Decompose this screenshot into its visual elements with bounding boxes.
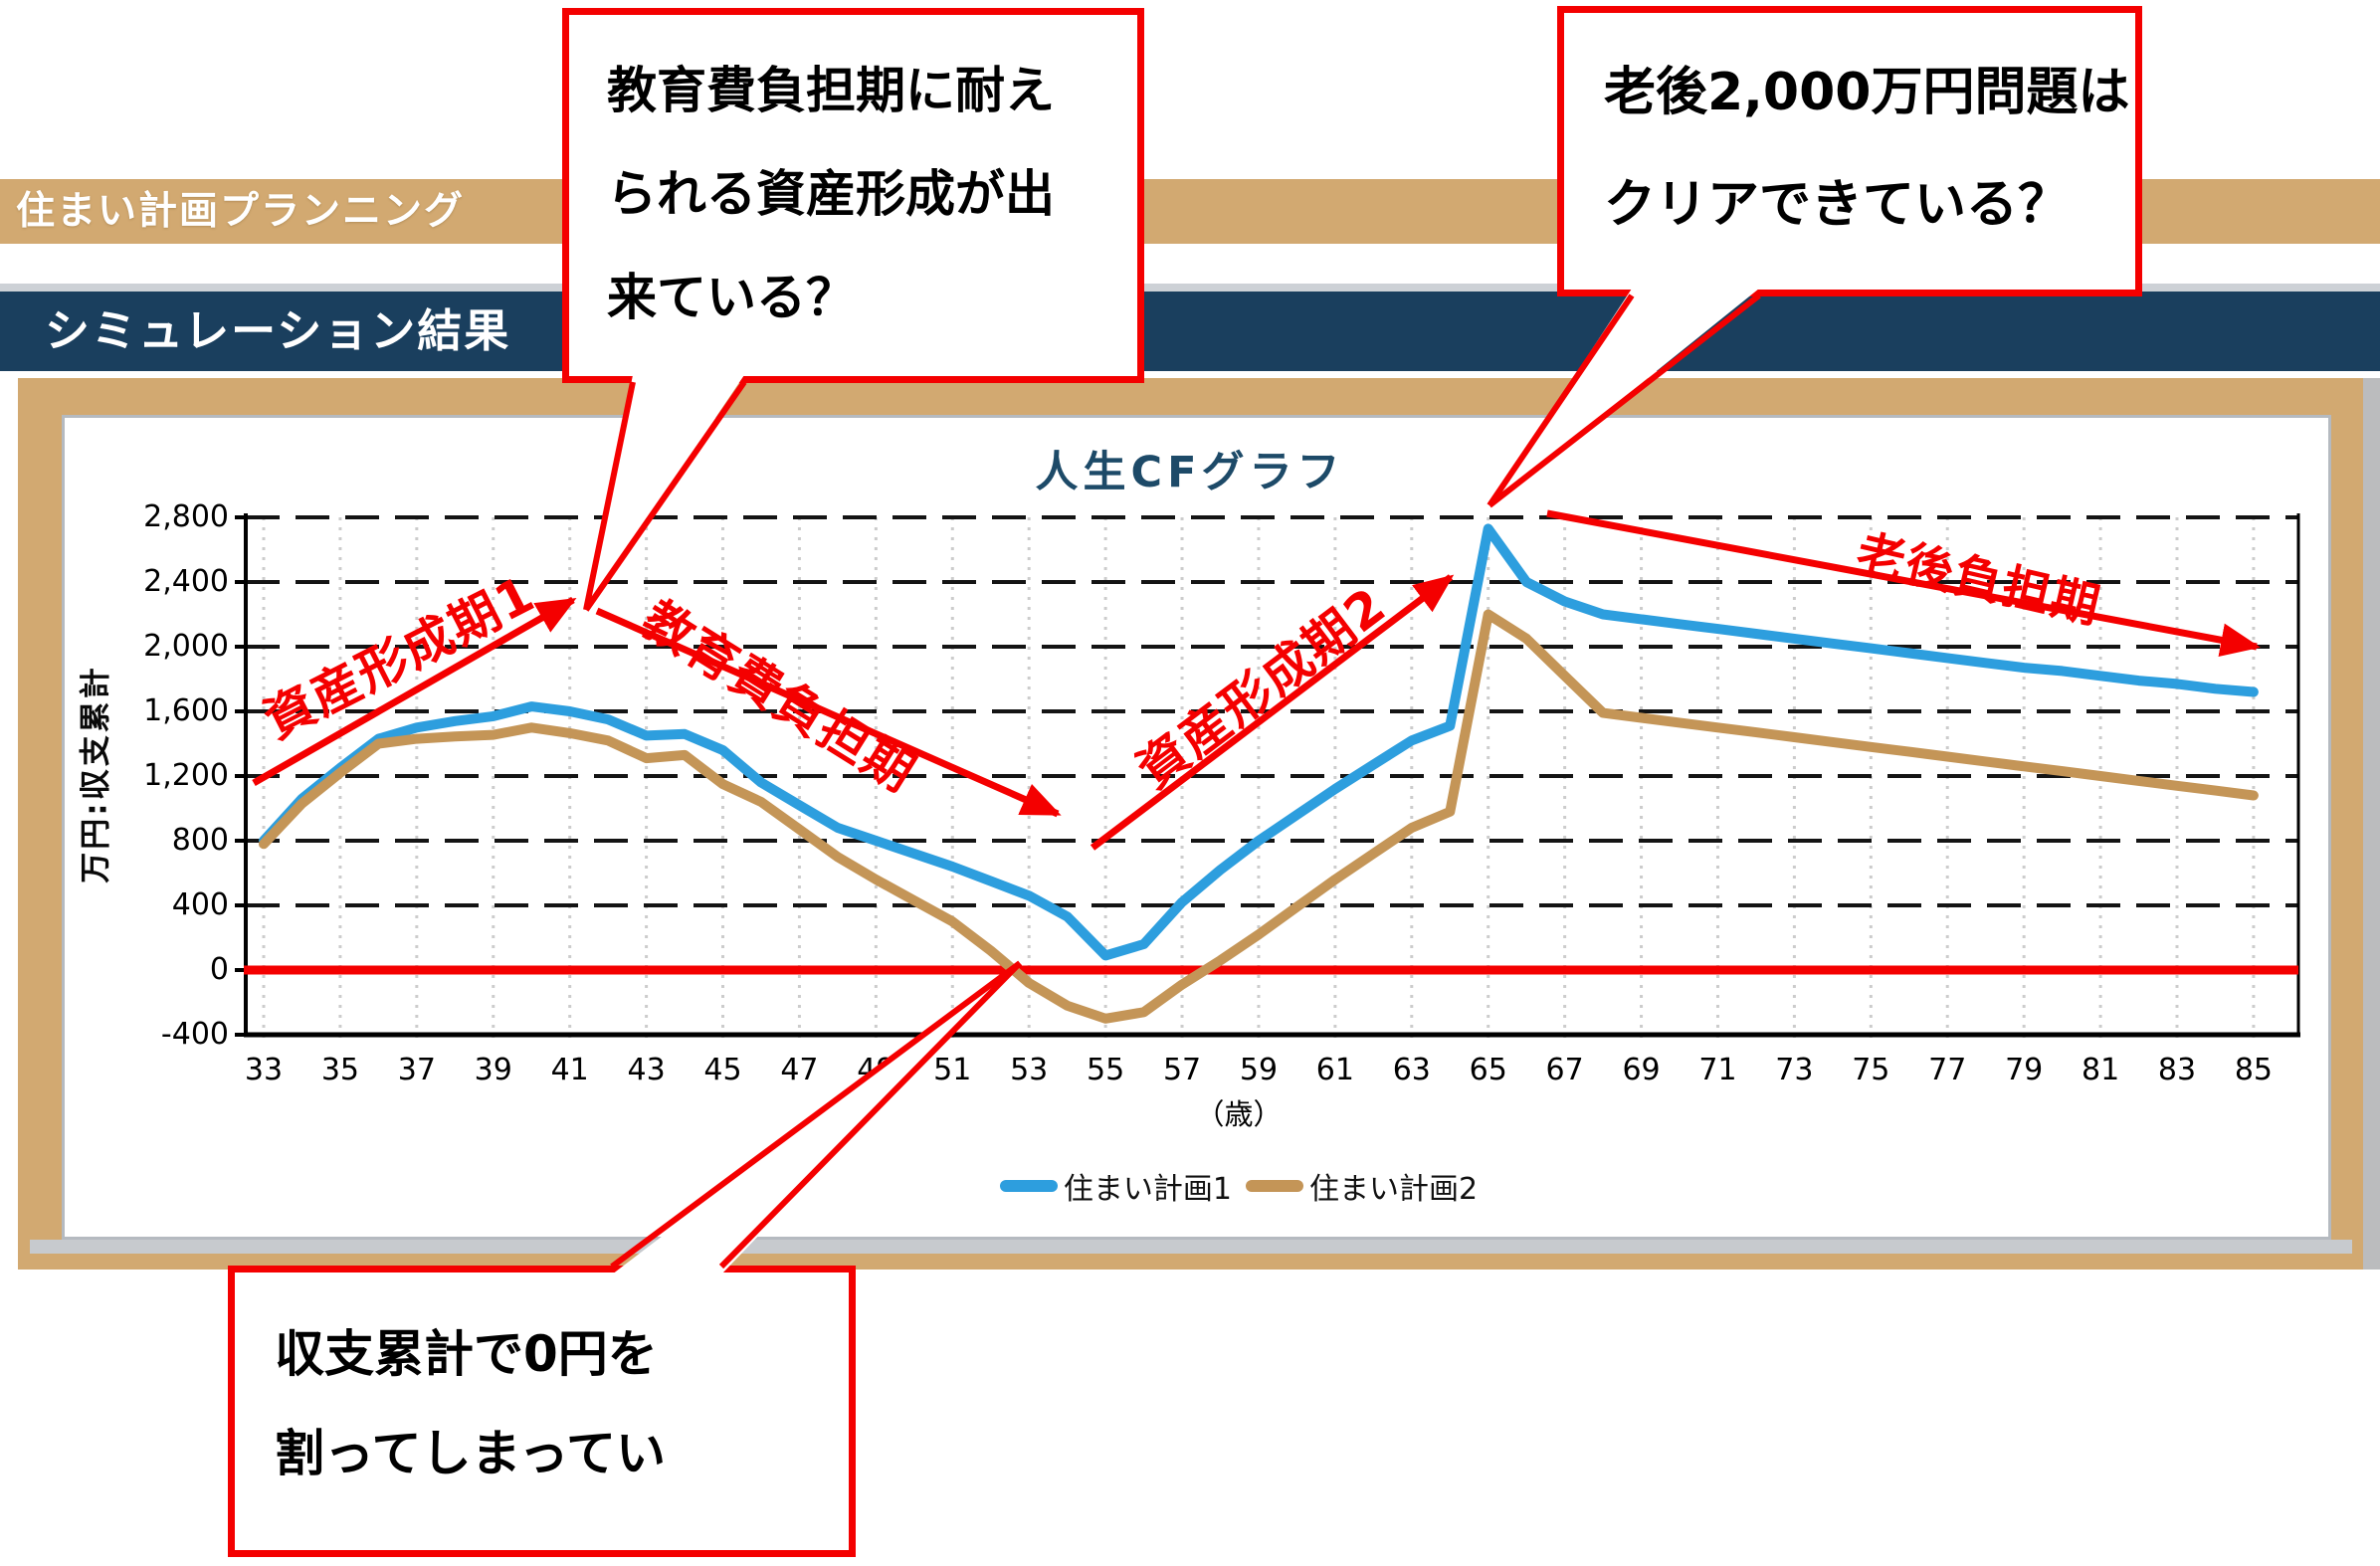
- callout-text-line: 割ってしまってい: [275, 1425, 666, 1482]
- y-tick-label: 1,200: [143, 758, 229, 793]
- divider-strip: [0, 284, 2380, 292]
- y-tick-label: 2,400: [143, 564, 229, 599]
- plan1-line-swatch: [999, 1180, 1058, 1192]
- callout-retirement-2000man: 老後2,000万円問題は クリアできている？: [1557, 6, 2142, 296]
- x-tick-label: 67: [1545, 1053, 1584, 1087]
- x-tick-label: 45: [703, 1053, 742, 1087]
- y-tick-label: 2,000: [143, 629, 229, 664]
- y-tick-label: 2,800: [143, 499, 229, 534]
- section-title: シミュレーション結果: [45, 304, 511, 357]
- legend: 住まい計画1 住まい計画2: [945, 1164, 1532, 1208]
- x-tick-label: 51: [933, 1053, 972, 1087]
- x-tick-label: 69: [1622, 1053, 1661, 1087]
- legend-label-plan1: 住まい計画1: [1063, 1172, 1232, 1207]
- x-tick-label: 79: [2005, 1053, 2044, 1087]
- chart-frame-shadow-right: [2363, 378, 2380, 1270]
- x-tick-label: 63: [1392, 1053, 1431, 1087]
- callout-text-line: 老後2,000万円問題は: [1604, 63, 2130, 122]
- legend-label-plan2: 住まい計画2: [1309, 1172, 1479, 1207]
- callout-text-line: られる資産形成が出: [607, 165, 1055, 223]
- x-tick-label: 73: [1775, 1053, 1814, 1087]
- x-tick-label: 39: [474, 1053, 512, 1087]
- section-banner: シミュレーション結果: [0, 292, 2380, 371]
- callout-below-zero: 収支累計で0円を 割ってしまってい: [228, 1266, 856, 1557]
- callout-text-line: 来ている？: [607, 269, 856, 326]
- y-tick-label: 800: [171, 823, 229, 858]
- x-tick-label: 47: [780, 1053, 819, 1087]
- x-tick-label: 35: [320, 1053, 359, 1087]
- legend-item-plan1: 住まい計画1: [999, 1164, 1232, 1208]
- x-tick-label: 81: [2081, 1053, 2120, 1087]
- chart-panel: [62, 415, 2331, 1240]
- x-tick-label: 53: [1010, 1053, 1049, 1087]
- x-tick-label: 57: [1162, 1053, 1202, 1087]
- y-tick-label: 1,600: [143, 693, 229, 728]
- x-tick-label: 55: [1087, 1053, 1125, 1087]
- y-tick-label: 400: [171, 887, 229, 922]
- x-tick-label: 61: [1315, 1053, 1354, 1087]
- x-tick-label: 85: [2234, 1053, 2273, 1087]
- plan2-line-swatch: [1246, 1180, 1303, 1192]
- callout-education-funds: 教育費負担期に耐え られる資産形成が出 来ている？: [562, 8, 1144, 383]
- x-tick-label: 75: [1852, 1053, 1890, 1087]
- x-tick-label: 65: [1469, 1053, 1507, 1087]
- x-tick-label: 77: [1928, 1053, 1967, 1087]
- legend-item-plan2: 住まい計画2: [1246, 1164, 1478, 1208]
- x-tick-label: 59: [1239, 1053, 1279, 1087]
- callout-text-line: クリアできている？: [1604, 175, 2071, 235]
- x-tick-label: 43: [627, 1053, 666, 1087]
- x-axis-unit: （歳）: [1195, 1097, 1283, 1131]
- y-tick-label: 0: [209, 952, 229, 987]
- x-tick-label: 83: [2157, 1053, 2197, 1087]
- callout-text-line: 収支累計で0円を: [275, 1325, 658, 1383]
- x-tick-label: 41: [550, 1053, 589, 1087]
- y-tick-label: -400: [160, 1017, 229, 1052]
- x-tick-label: 37: [397, 1053, 436, 1087]
- callout-text-line: 教育費負担期に耐え: [607, 62, 1055, 119]
- chart-title: 人生CFグラフ: [1035, 448, 1345, 497]
- x-tick-label: 71: [1698, 1053, 1737, 1087]
- app-title: 住まい計画プランニング: [16, 189, 466, 234]
- x-tick-label: 33: [244, 1053, 284, 1087]
- chart-frame-shadow-bottom: [30, 1240, 2352, 1254]
